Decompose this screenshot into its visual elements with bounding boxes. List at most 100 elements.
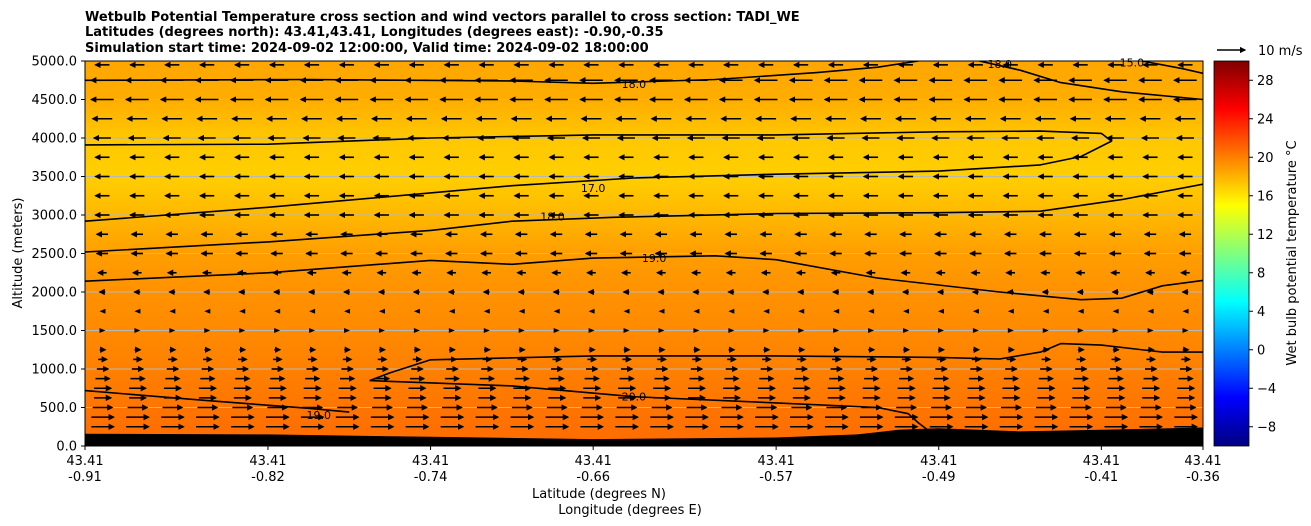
x-tick-label-lat: 43.41 <box>66 454 103 469</box>
wind-vector <box>169 328 176 333</box>
wind-vector <box>413 308 420 314</box>
wind-vector <box>868 308 875 314</box>
wind-vector <box>833 328 840 333</box>
wind-vector <box>274 328 281 333</box>
wind-vector <box>518 308 525 314</box>
wind-vector <box>204 308 211 314</box>
x-tick-label-lat: 43.41 <box>575 454 612 469</box>
wind-vector <box>1182 308 1189 314</box>
x-tick-label-lon: -0.66 <box>576 470 610 485</box>
wind-vector <box>903 308 910 314</box>
contour-label: 17.0 <box>581 182 606 195</box>
wind-vector <box>553 328 560 333</box>
y-tick-label: 4000.0 <box>32 132 78 147</box>
y-tick-label: 1500.0 <box>32 324 78 339</box>
wind-vector <box>239 328 246 333</box>
contour-label: 19.0 <box>642 252 667 265</box>
colorbar-tick-label: 4 <box>1257 305 1265 320</box>
wind-vector <box>763 308 770 314</box>
contour-line <box>85 389 350 413</box>
wind-vector <box>1077 328 1084 333</box>
wind-vector <box>413 328 420 333</box>
x-tick-label-lat: 43.41 <box>249 454 286 469</box>
contour-label: 18.0 <box>987 58 1012 71</box>
contour-line <box>369 379 930 432</box>
x-tick-label-lon: -0.36 <box>1186 470 1220 485</box>
contour-label: 19.0 <box>307 409 332 422</box>
contour-line <box>85 61 919 85</box>
wind-vector <box>728 308 735 314</box>
wind-vectors <box>89 61 1199 430</box>
wind-vector <box>1042 328 1049 333</box>
wind-vector <box>344 308 351 314</box>
contour-label: 18.0 <box>622 78 647 91</box>
x-axis-label-longitude: Longitude (degrees E) <box>558 503 702 518</box>
contour-line <box>979 61 1203 101</box>
colorbar-tick-label: 8 <box>1257 266 1265 281</box>
wind-vector <box>344 328 351 333</box>
colorbar <box>1213 60 1250 447</box>
wind-vector <box>1182 328 1189 333</box>
x-tick-label-lon: -0.74 <box>414 470 448 485</box>
wind-vector <box>169 308 176 314</box>
wind-vector <box>798 308 805 314</box>
y-tick-label: 2500.0 <box>32 247 78 262</box>
y-tick-label: 3500.0 <box>32 170 78 185</box>
contour-labels: 18.0 18.0 15.0 17.0 18.0 19.0 20.0 19.0 <box>307 57 1145 423</box>
wind-vector <box>239 308 246 314</box>
wind-vector <box>1077 308 1084 314</box>
wind-vector <box>763 328 770 333</box>
contour-label: 20.0 <box>622 391 647 404</box>
x-tick-label-lon: -0.57 <box>759 470 793 485</box>
colorbar-label: Wet bulb potential temperature °C <box>1285 140 1300 365</box>
y-tick-label: 0.0 <box>56 440 77 455</box>
chart-title-line-3: Simulation start time: 2024-09-02 12:00:… <box>85 41 649 56</box>
wind-vector <box>309 328 316 333</box>
wind-vector <box>309 308 316 314</box>
wind-vector <box>1112 308 1119 314</box>
contour-line <box>1141 61 1203 75</box>
wind-vector <box>972 308 979 314</box>
wind-vector <box>204 328 211 333</box>
wind-vector <box>693 328 700 333</box>
wind-vector <box>448 308 455 314</box>
colorbar-tick-label: 28 <box>1257 74 1274 89</box>
y-axis-ticks: 0.0 500.0 1000.0 1500.0 2000.0 2500.0 3000.0 35… <box>32 55 85 455</box>
wind-vector <box>483 328 490 333</box>
contour-label: 15.0 <box>1120 57 1145 70</box>
colorbar-ticks: −8 −4 0 4 8 12 16 20 24 28 <box>1249 74 1276 435</box>
quiver-key-label: 10 m/s <box>1258 44 1303 59</box>
colorbar-tick-label: 24 <box>1257 112 1274 127</box>
wind-vector <box>588 328 595 333</box>
wind-vector <box>518 328 525 333</box>
y-tick-label: 500.0 <box>40 401 77 416</box>
y-tick-label: 5000.0 <box>32 55 78 70</box>
wind-vector <box>378 328 385 333</box>
colorbar-tick-label: 12 <box>1257 228 1274 243</box>
wind-vector <box>728 328 735 333</box>
colorbar-tick-label: −4 <box>1257 382 1276 397</box>
contour-line <box>85 255 1203 301</box>
wind-vector <box>798 328 805 333</box>
plot-area <box>85 61 1203 446</box>
x-tick-label-lon: -0.49 <box>922 470 956 485</box>
wind-vector <box>937 328 944 333</box>
chart-title-line-1: Wetbulb Potential Temperature cross sect… <box>85 10 800 25</box>
wind-vector <box>1042 308 1049 314</box>
wind-vector <box>1147 328 1154 333</box>
x-axis-label-latitude: Latitude (degrees N) <box>532 487 666 502</box>
wind-vector <box>658 308 665 314</box>
x-axis-ticks: 43.41-0.9143.41-0.8243.41-0.7443.41-0.66… <box>66 446 1222 485</box>
contour-label: 18.0 <box>540 211 565 224</box>
wind-vector <box>274 308 281 314</box>
y-tick-label: 4500.0 <box>32 93 78 108</box>
colorbar-tick-label: 20 <box>1257 151 1274 166</box>
contour-lines <box>85 61 1203 432</box>
chart-title-line-2: Latitudes (degrees north): 43.41,43.41, … <box>85 25 664 40</box>
y-tick-label: 3000.0 <box>32 209 78 224</box>
wind-vector <box>588 308 595 314</box>
wind-vector <box>693 308 700 314</box>
wind-vector <box>378 308 385 314</box>
wind-vector <box>448 328 455 333</box>
